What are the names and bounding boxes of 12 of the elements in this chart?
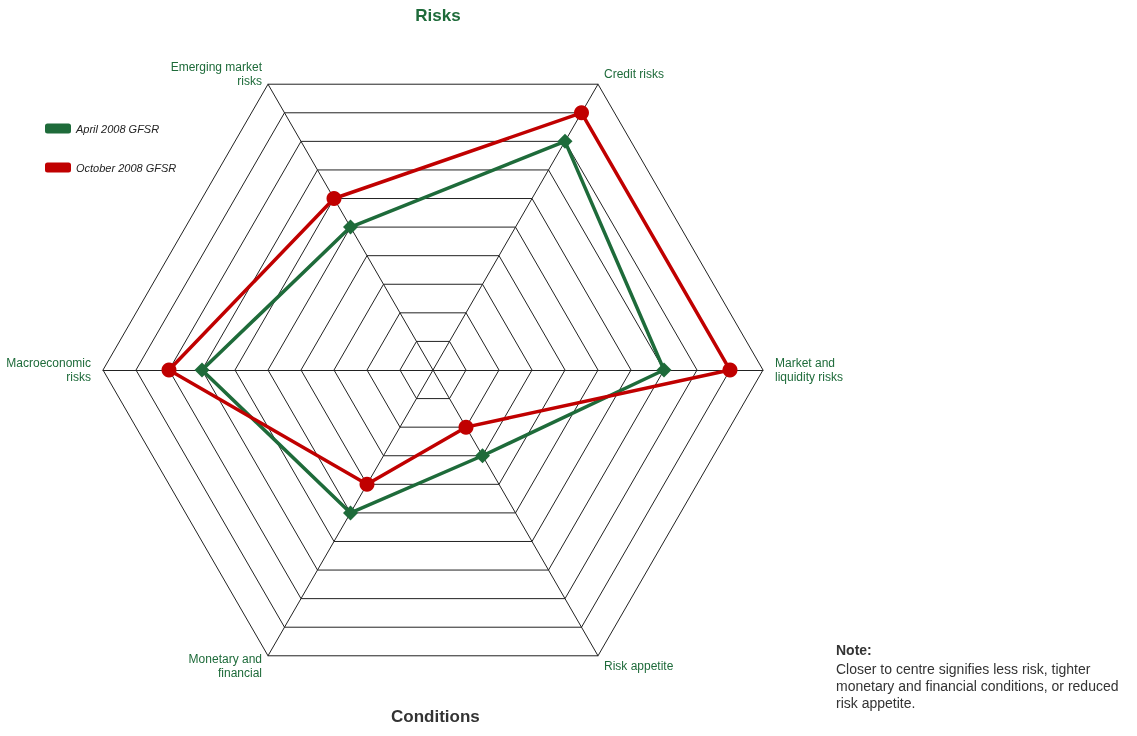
spoke-label: Monetary and financial xyxy=(188,652,262,681)
text: Conditions xyxy=(391,707,480,726)
legend-label: October 2008 GFSR xyxy=(76,161,177,174)
spoke-label: Macroeconomic risks xyxy=(6,356,91,384)
spoke-label: Risk appetite xyxy=(604,659,674,674)
chart-title: Risks xyxy=(415,6,461,25)
spoke-label: Credit risks xyxy=(604,66,665,81)
spoke-label: Market and liquidity risks xyxy=(775,356,844,384)
legend-label: April 2008 GFSR xyxy=(75,122,160,135)
text: Note: xyxy=(836,641,872,658)
text: Closer to centre signifies less risk, tighter monetary and financial conditions, or reduced risk appetite. xyxy=(836,660,1123,711)
spoke-label: Emerging market risks xyxy=(170,59,263,88)
